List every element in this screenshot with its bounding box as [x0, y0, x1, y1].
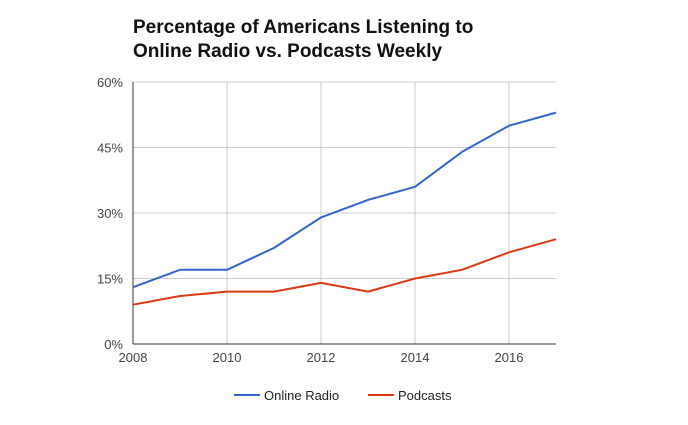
- x-tick-label: 2014: [401, 350, 430, 365]
- x-tick-label: 2008: [119, 350, 148, 365]
- y-tick-label: 45%: [97, 141, 123, 156]
- x-tick-label: 2016: [495, 350, 524, 365]
- series-line-podcasts: [132, 238, 557, 306]
- chart-title: Percentage of Americans Listening to Onl…: [133, 16, 653, 64]
- legend-label-podcasts: Podcasts: [398, 388, 452, 403]
- y-tick-label: 60%: [97, 75, 123, 90]
- chart-title-line-2: Online Radio vs. Podcasts Weekly: [133, 41, 443, 62]
- series-line-online-radio: [132, 111, 557, 289]
- y-tick-label: 30%: [97, 206, 123, 221]
- x-tick-label: 2012: [307, 350, 336, 365]
- y-tick-label: 15%: [97, 272, 123, 287]
- chart-title-line-1: Percentage of Americans Listening to: [133, 17, 474, 38]
- x-tick-label: 2010: [213, 350, 242, 365]
- y-tick-label: 0%: [104, 337, 123, 352]
- legend-label-online-radio: Online Radio: [264, 388, 339, 403]
